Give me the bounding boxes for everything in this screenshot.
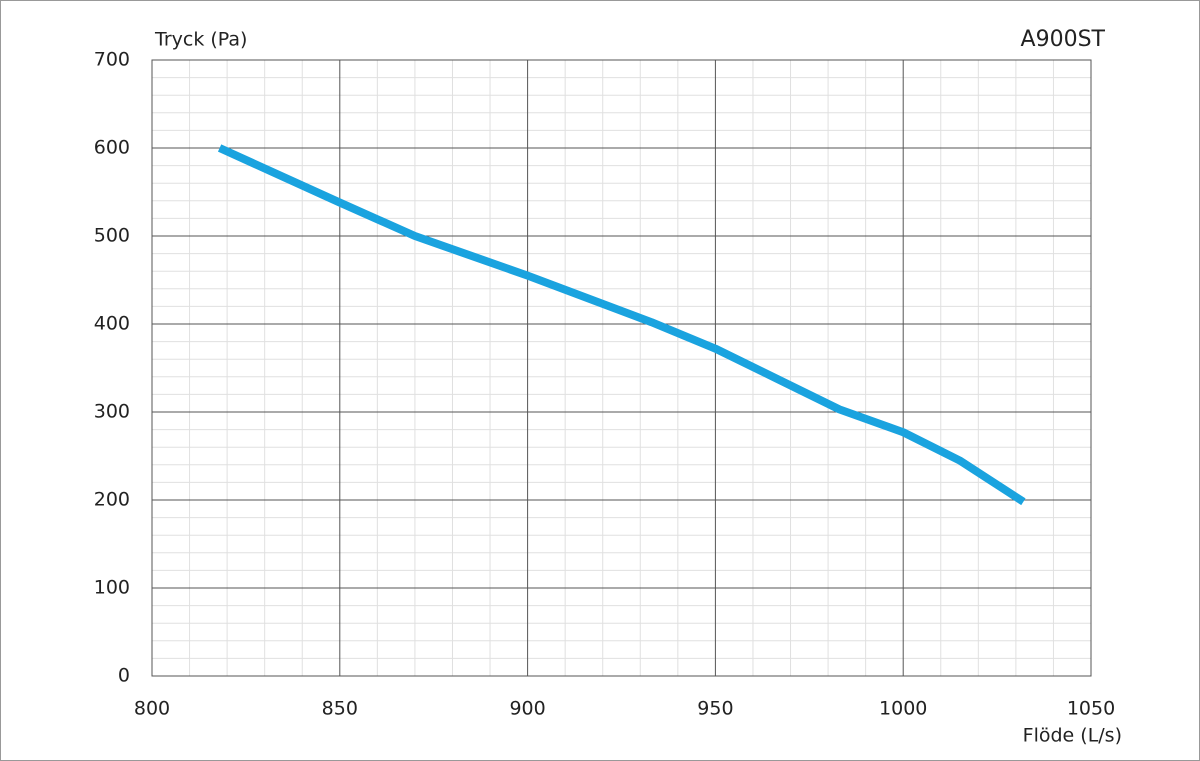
y-tick-label: 700 <box>94 49 130 71</box>
y-tick-label: 100 <box>94 577 130 599</box>
x-tick-label: 900 <box>509 698 545 720</box>
y-axis-label: Tryck (Pa) <box>154 29 247 51</box>
y-tick-label: 200 <box>94 489 130 511</box>
y-tick-label: 0 <box>118 665 130 687</box>
y-tick-label: 600 <box>94 137 130 159</box>
x-tick-label: 800 <box>134 698 170 720</box>
chart-title: A900ST <box>1021 27 1106 52</box>
y-tick-label: 500 <box>94 225 130 247</box>
y-tick-label: 300 <box>94 401 130 423</box>
data-line <box>217 144 1026 506</box>
x-tick-label: 1050 <box>1067 698 1115 720</box>
x-tick-label: 950 <box>697 698 733 720</box>
x-axis-label: Flöde (L/s) <box>1023 725 1122 747</box>
x-tick-label: 850 <box>322 698 358 720</box>
plot-border <box>151 59 1092 677</box>
y-tick-label: 400 <box>94 313 130 335</box>
x-tick-label: 1000 <box>879 698 927 720</box>
